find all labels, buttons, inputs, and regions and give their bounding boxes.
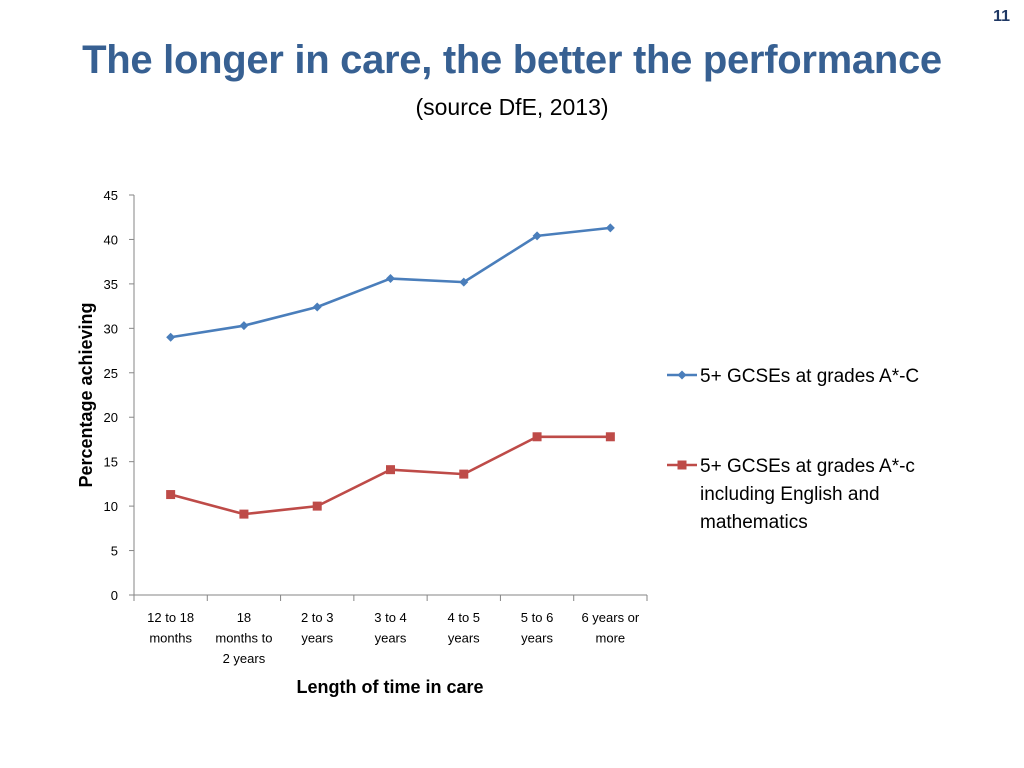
x-tick-label: 2 to 3 years xyxy=(301,610,334,646)
data-point xyxy=(386,274,395,284)
y-tick-label: 40 xyxy=(104,232,118,247)
legend-item-1: 5+ GCSEs at grades A*-C xyxy=(667,366,919,387)
data-point xyxy=(166,332,176,342)
x-tick-label: 6 years or more xyxy=(581,610,639,646)
data-point xyxy=(532,432,542,442)
data-point xyxy=(386,465,395,475)
data-point xyxy=(239,321,249,331)
series-line xyxy=(170,435,611,516)
x-tick-label: 4 to 5 years xyxy=(448,610,481,646)
x-tick-label: 12 to 18 months xyxy=(147,610,194,646)
y-axis: 0 5 10 15 20 25 30 35 40 45 xyxy=(104,188,135,603)
y-tick-label: 5 xyxy=(111,544,118,559)
data-point xyxy=(312,501,322,511)
data-point xyxy=(459,469,469,479)
y-tick-label: 10 xyxy=(104,499,118,514)
legend-marker xyxy=(677,370,687,380)
legend-label: 5+ GCSEs at grades A*-C xyxy=(700,366,919,387)
data-point xyxy=(239,509,249,519)
x-axis-title: Length of time in care xyxy=(296,677,483,697)
page-number: 11 xyxy=(993,8,1010,25)
y-axis-title: Percentage achieving xyxy=(76,302,96,487)
x-tick-label: 18 months to 2 years xyxy=(215,610,272,666)
x-tick-label: 3 to 4 years xyxy=(374,610,407,646)
legend-item-2: 5+ GCSEs at grades A*-c including English… xyxy=(667,456,915,533)
y-tick-label: 30 xyxy=(104,321,118,336)
x-axis: 12 to 18 months 18 months to 2 years 2 to 3 ye… xyxy=(133,594,648,666)
page-subtitle: (source DfE, 2013) xyxy=(415,94,609,120)
y-tick-label: 0 xyxy=(111,588,118,603)
data-point xyxy=(459,277,469,287)
y-tick-label: 35 xyxy=(104,277,118,292)
series-2 xyxy=(166,432,615,519)
data-point xyxy=(312,302,322,312)
data-point xyxy=(532,231,542,241)
y-tick-label: 20 xyxy=(104,410,118,425)
y-tick-label: 25 xyxy=(104,366,118,381)
data-point xyxy=(605,223,615,233)
y-tick-label: 45 xyxy=(104,188,118,203)
series-1 xyxy=(166,223,615,342)
x-tick-label: 5 to 6 years xyxy=(521,610,554,646)
page-title: The longer in care, the better the perfo… xyxy=(82,38,942,82)
series-group xyxy=(166,223,615,519)
data-point xyxy=(605,432,615,442)
legend: 5+ GCSEs at grades A*-C 5+ GCSEs at grade… xyxy=(667,366,919,533)
legend-label: 5+ GCSEs at grades A*-c including English… xyxy=(700,456,915,533)
legend-marker xyxy=(677,460,687,470)
y-tick-label: 15 xyxy=(104,455,118,470)
data-point xyxy=(166,490,176,500)
